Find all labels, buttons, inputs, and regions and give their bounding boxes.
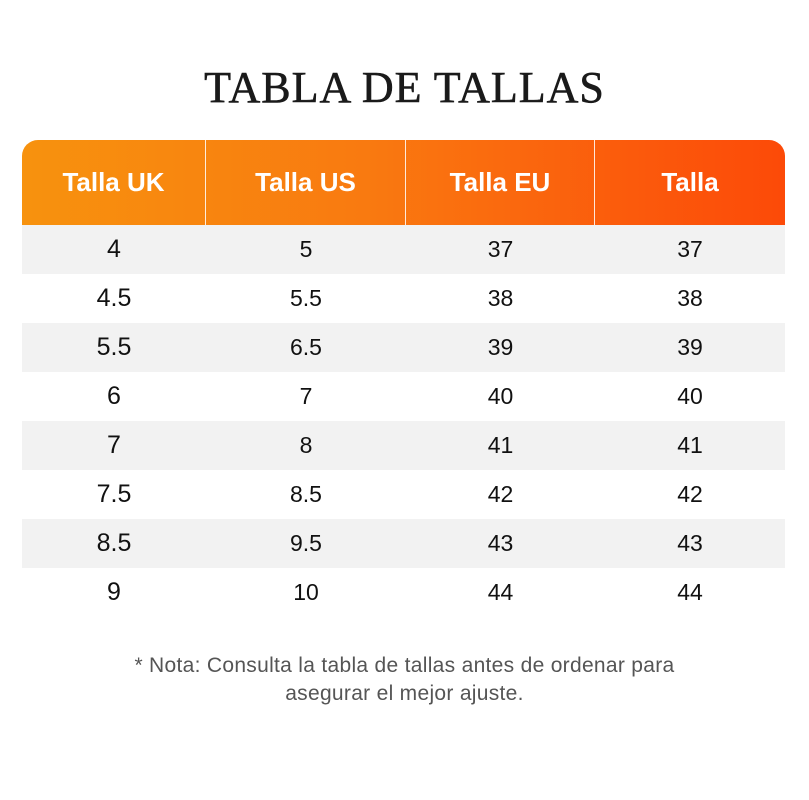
table-row: 4.5 5.5 38 38 <box>22 274 785 323</box>
cell-uk: 6 <box>107 382 121 410</box>
table-row: 9 10 44 44 <box>22 568 785 617</box>
table-body: 4 5 37 37 4.5 5.5 38 38 5.5 6.5 39 39 6 … <box>22 225 785 617</box>
table-row: 7.5 8.5 42 42 <box>22 470 785 519</box>
cell-uk: 7 <box>107 431 121 459</box>
cell-us: 5 <box>299 236 313 262</box>
column-header-talla: Talla <box>661 167 719 197</box>
table-row: 8.5 9.5 43 43 <box>22 519 785 568</box>
footnote-line-2: asegurar el mejor ajuste. <box>285 682 524 705</box>
table-row: 5.5 6.5 39 39 <box>22 323 785 372</box>
cell-eu: 42 <box>487 481 514 507</box>
table-header: Talla UK Talla US Talla EU Talla <box>22 140 785 225</box>
table-row: 6 7 40 40 <box>22 372 785 421</box>
cell-talla: 42 <box>677 481 703 507</box>
cell-talla: 40 <box>677 383 703 409</box>
cell-us: 7 <box>299 383 313 409</box>
cell-uk: 5.5 <box>96 333 132 361</box>
cell-talla: 39 <box>677 334 703 360</box>
column-header-eu: Talla EU <box>406 140 595 225</box>
cell-us: 6.5 <box>290 334 322 360</box>
cell-talla: 38 <box>677 285 703 311</box>
cell-uk: 8.5 <box>96 529 132 557</box>
cell-uk: 4.5 <box>96 284 132 312</box>
cell-eu: 43 <box>487 530 514 556</box>
page-title: TABLA DE TALLAS <box>204 63 605 113</box>
cell-eu: 40 <box>487 383 514 409</box>
cell-eu: 44 <box>487 579 514 605</box>
footnote-line-1: * Nota: Consulta la tabla de tallas ante… <box>134 654 675 677</box>
cell-us: 10 <box>293 579 319 605</box>
footnote: * Nota: Consulta la tabla de tallas ante… <box>60 652 749 708</box>
cell-talla: 37 <box>677 236 703 262</box>
column-header-us: Talla US <box>206 140 406 225</box>
cell-uk: 9 <box>107 578 121 606</box>
cell-uk: 7.5 <box>96 480 132 508</box>
table-row: 4 5 37 37 <box>22 225 785 274</box>
size-chart-table: Talla UK Talla US Talla EU Talla 4 5 37 … <box>22 140 785 617</box>
cell-talla: 44 <box>677 579 703 605</box>
cell-eu: 37 <box>487 236 514 262</box>
table-row: 7 8 41 41 <box>22 421 785 470</box>
cell-talla: 43 <box>677 530 703 556</box>
cell-us: 8.5 <box>290 481 322 507</box>
column-header-uk: Talla UK <box>22 140 206 225</box>
cell-us: 9.5 <box>290 530 322 556</box>
cell-us: 5.5 <box>290 285 322 311</box>
cell-eu: 41 <box>487 432 514 458</box>
cell-talla: 41 <box>677 432 703 458</box>
cell-uk: 4 <box>107 235 121 263</box>
cell-eu: 39 <box>487 334 514 360</box>
cell-us: 8 <box>299 432 313 458</box>
cell-eu: 38 <box>487 285 514 311</box>
